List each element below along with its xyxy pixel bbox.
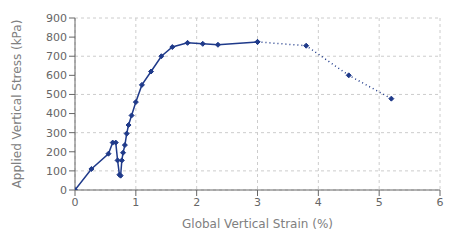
svg-text:2: 2 [193, 196, 200, 209]
svg-text:4: 4 [315, 196, 322, 209]
svg-text:400: 400 [46, 107, 67, 120]
svg-text:0: 0 [60, 184, 67, 197]
svg-text:900: 900 [46, 12, 67, 25]
svg-text:0: 0 [72, 196, 79, 209]
svg-text:500: 500 [46, 88, 67, 101]
svg-text:Global Vertical Strain (%): Global Vertical Strain (%) [182, 217, 333, 231]
svg-text:800: 800 [46, 31, 67, 44]
svg-text:200: 200 [46, 146, 67, 159]
svg-text:1: 1 [132, 196, 139, 209]
svg-text:5: 5 [376, 196, 383, 209]
svg-text:300: 300 [46, 127, 67, 140]
svg-text:6: 6 [437, 196, 444, 209]
svg-text:100: 100 [46, 165, 67, 178]
svg-text:3: 3 [254, 196, 261, 209]
svg-text:700: 700 [46, 50, 67, 63]
svg-text:Applied Vertical Stress (kPa): Applied Vertical Stress (kPa) [10, 20, 24, 189]
svg-text:600: 600 [46, 69, 67, 82]
